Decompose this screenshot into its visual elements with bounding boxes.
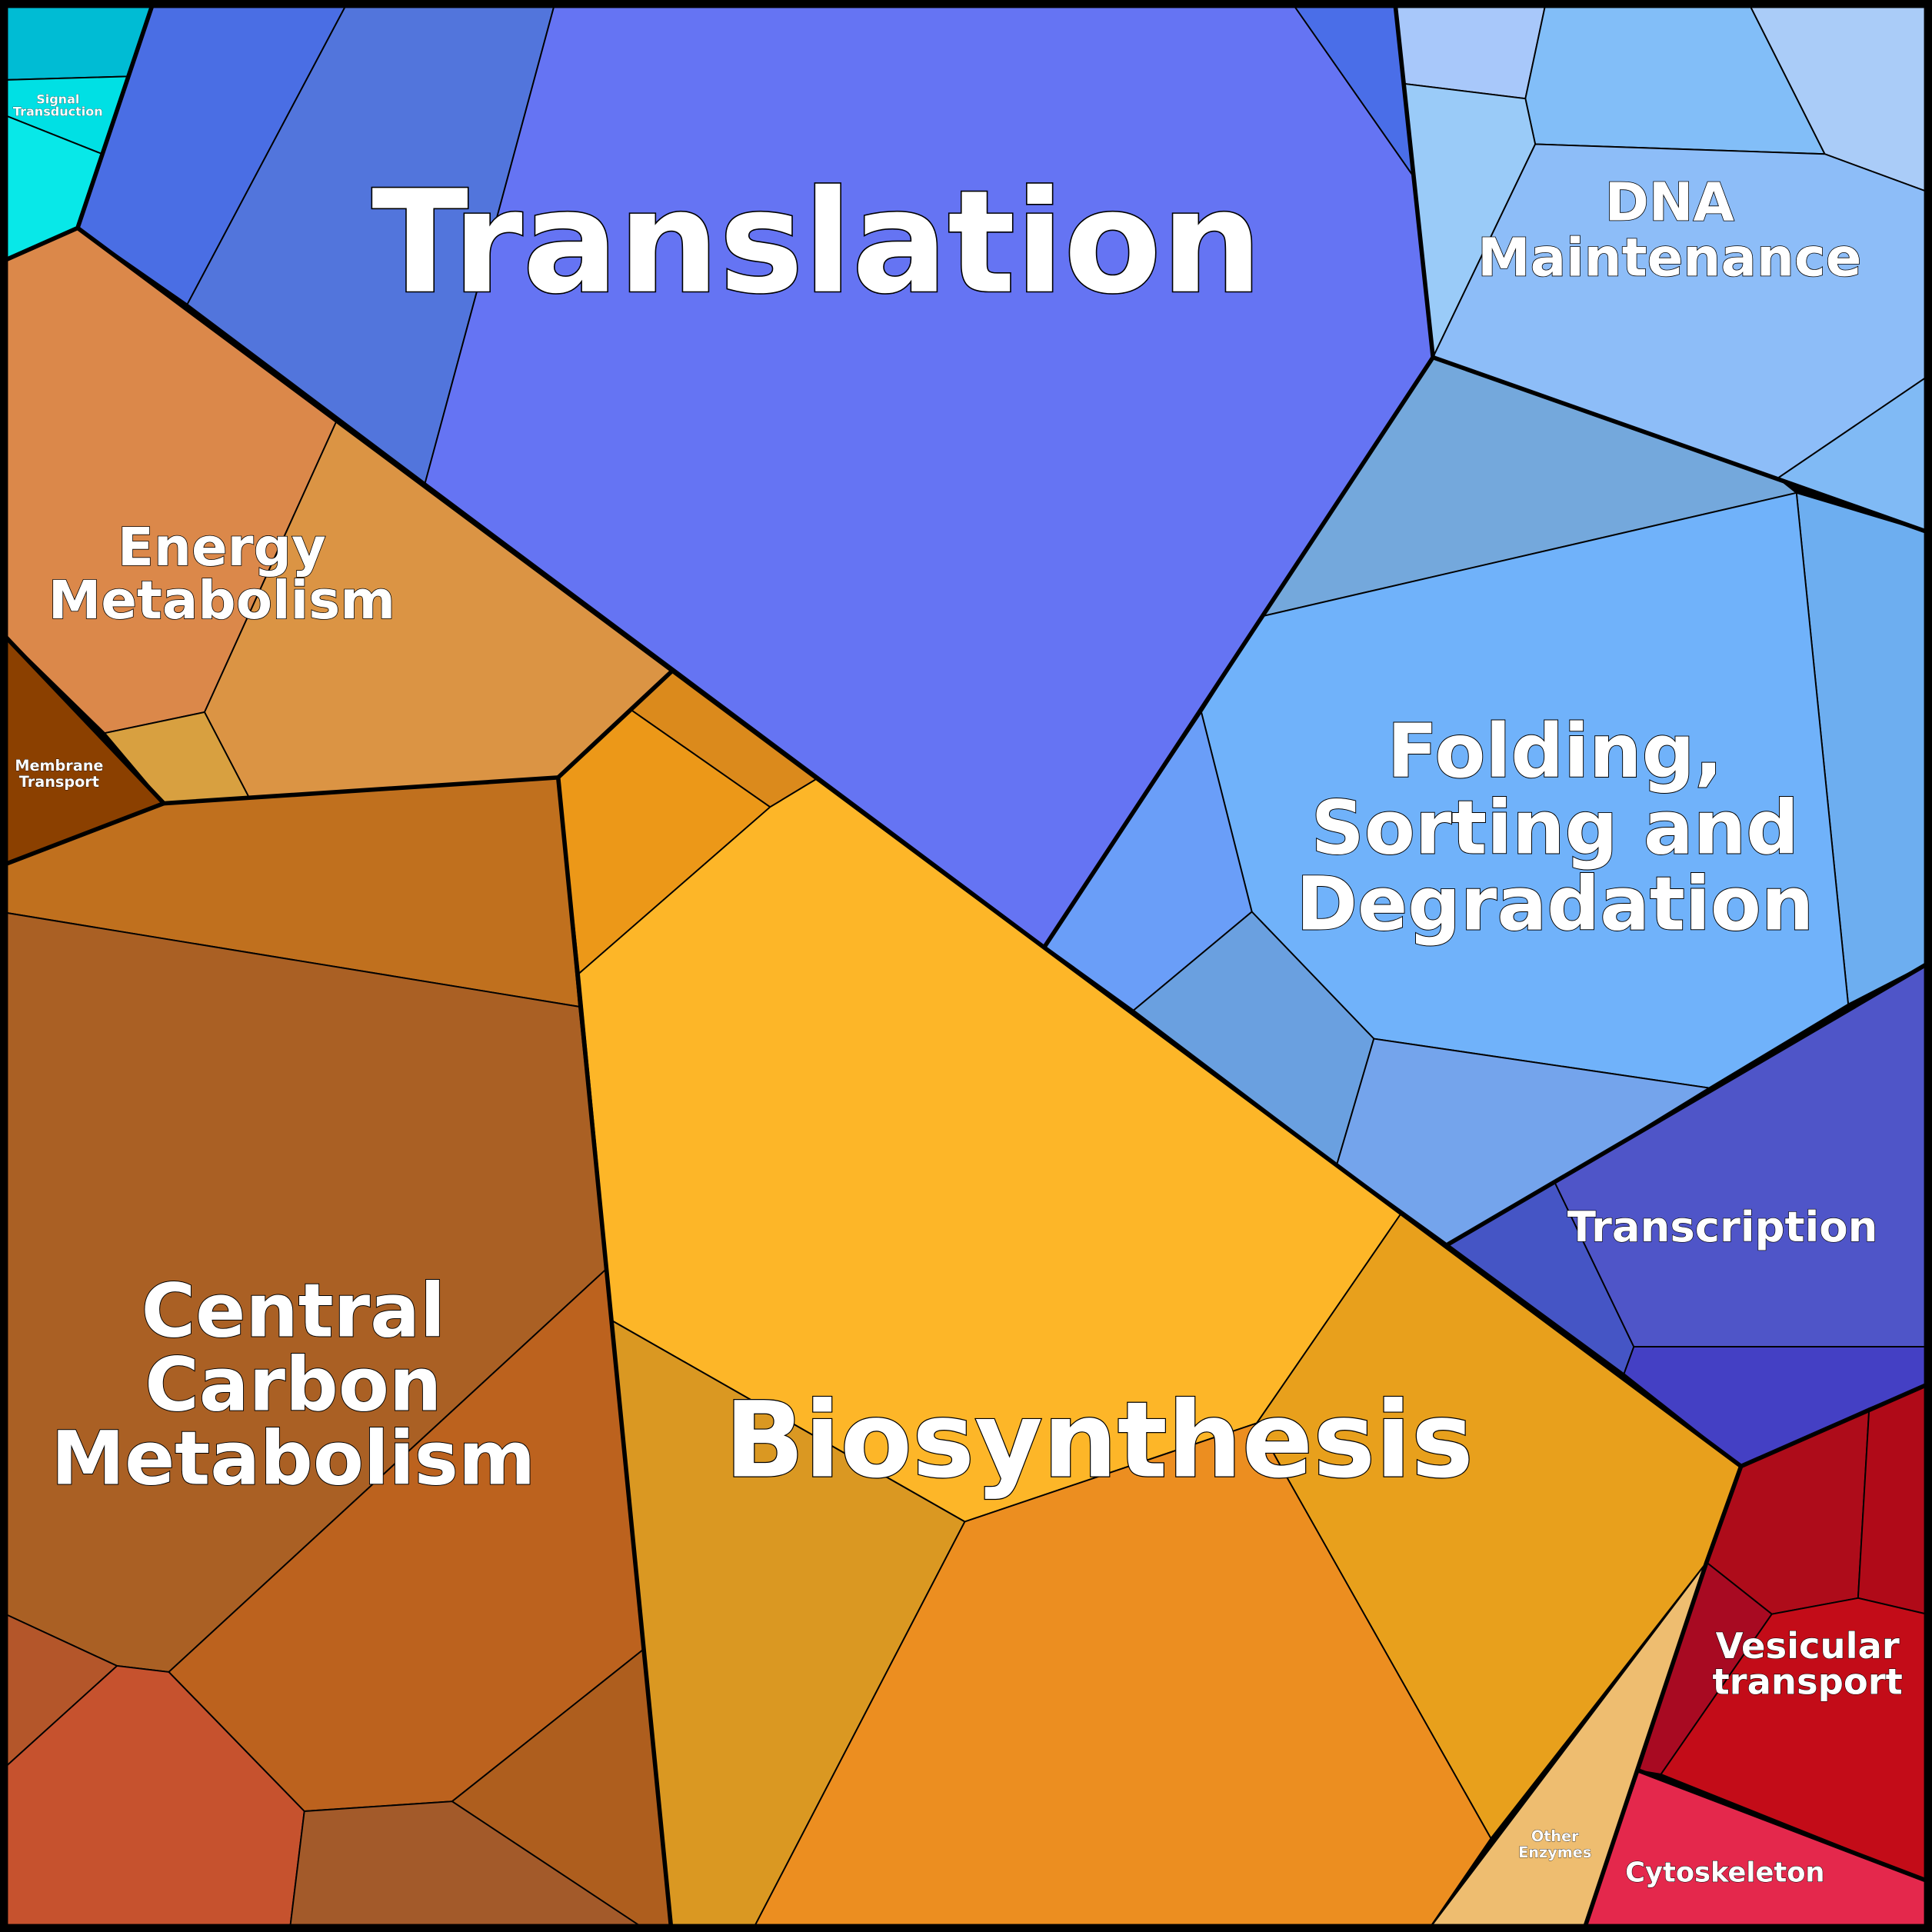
region-label: Maintenance xyxy=(1477,228,1861,289)
labels: TranslationBiosynthesisCentralCarbonMeta… xyxy=(13,92,1904,1889)
cell xyxy=(1857,1381,1932,1617)
cell xyxy=(451,1647,673,1932)
region-label: Sorting and xyxy=(1311,784,1799,871)
region-label: Carbon xyxy=(145,1341,441,1427)
group-border xyxy=(0,801,165,868)
region-label: Other xyxy=(1531,1827,1579,1845)
cell xyxy=(751,1422,1492,1932)
region-label: Transduction xyxy=(13,104,103,118)
region-label: Translation xyxy=(371,161,1262,325)
region-label: Degradation xyxy=(1296,861,1814,948)
region-label: Energy xyxy=(118,517,326,578)
region-label: DNA xyxy=(1605,172,1734,234)
region-label: Biosynthesis xyxy=(724,1381,1474,1502)
region-label: Folding, xyxy=(1387,708,1723,794)
cell xyxy=(1746,0,1932,195)
cell xyxy=(1394,0,1547,100)
region-label: Membrane xyxy=(15,757,103,774)
group-border xyxy=(0,0,156,265)
cell xyxy=(1660,1597,1932,1884)
region-label: Signal xyxy=(36,92,79,106)
region-label: Vesicular xyxy=(1716,1625,1900,1667)
group-border xyxy=(1432,355,1932,536)
group-border xyxy=(1581,1465,1744,1932)
region-label: Central xyxy=(142,1267,445,1354)
cell xyxy=(288,1800,651,1932)
region-label: Metabolism xyxy=(51,1416,535,1502)
region-label: transport xyxy=(1712,1661,1902,1702)
region-label: Metabolism xyxy=(48,570,395,631)
group-border xyxy=(1446,959,1932,1247)
region-label: Transport xyxy=(19,773,99,791)
region-label: Enzymes xyxy=(1518,1844,1591,1861)
region-label: Cytoskeleton xyxy=(1625,1857,1824,1889)
group-border xyxy=(1637,1768,1932,1885)
region-label: Transcription xyxy=(1567,1202,1878,1251)
